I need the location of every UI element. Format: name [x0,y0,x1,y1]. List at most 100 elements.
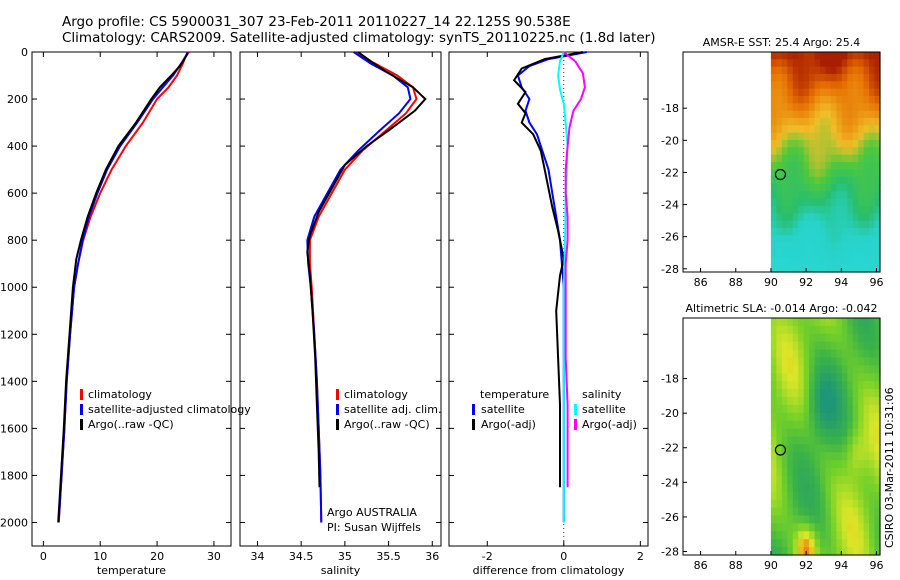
sla-heatmap-cell [792,318,799,327]
sst-heatmap-cell [792,118,799,126]
sst-heatmap-cell [787,235,794,244]
sst-heatmap-cell [798,162,805,170]
sla-heatmap-cell [841,515,848,524]
sst-heatmap-cell [852,132,859,141]
sla-heatmap-cell [776,491,783,501]
sst-heatmap-cell [798,169,805,178]
sla-heatmap-cell [820,507,827,517]
sla-heatmap-cell [809,333,816,343]
sla-frame [682,317,881,556]
sla-heatmap-cell [869,341,876,351]
sla-heatmap-cell [841,318,848,327]
sst-heatmap-cell [825,147,832,156]
sla-heatmap-cell [803,515,810,524]
sla-heatmap-cell [825,389,832,398]
sst-heatmap-cell [776,242,783,251]
sst-heatmap-cell [830,52,837,60]
sla-heatmap-cell [874,547,881,556]
sla-heatmap-cell [863,539,870,548]
sla-heatmap-cell [869,483,876,493]
sla-heatmap-cell [776,318,783,327]
sst-heatmap-cell [841,198,848,207]
sst-heatmap-cell [825,66,832,75]
sst-heatmap-cell [820,228,827,236]
sst-heatmap-cell [770,162,777,170]
sst-heatmap-cell [814,140,821,148]
temperature-legend-label: Argo(..raw -QC) [88,418,174,431]
sla-heatmap-cell [847,333,854,343]
sst-heatmap-cell [776,191,783,200]
sla-heatmap-cell [836,531,843,540]
sla-heatmap-cell [787,420,794,430]
sst-heatmap-cell [841,235,848,244]
sst-heatmap-cell [770,52,777,60]
sla-heatmap-cell [798,491,805,501]
sst-heatmap-cell [792,198,799,207]
salinity-series-2 [306,51,427,488]
sst-heatmap-cell [863,147,870,156]
temperature-xtick-label: 20 [150,550,164,563]
sla-heatmap-cell [874,483,881,493]
sst-heatmap-cell [781,110,788,119]
sst-heatmap-cell [809,154,816,163]
diff-legend-sal-label: satellite [582,403,626,416]
sst-heatmap-cell [847,103,854,112]
sst-heatmap-cell [830,147,837,156]
sst-heatmap-cell [770,257,777,266]
sst-heatmap-cell [781,176,788,185]
sst-heatmap-cell [792,264,799,273]
sla-heatmap-cell [863,468,870,477]
sst-heatmap-cell [814,147,821,156]
sst-heatmap-cell [874,154,881,163]
diff-legend-salinity-header: salinity [582,388,622,401]
sst-heatmap-cell [830,264,837,273]
sla-heatmap-cell [787,539,794,548]
sla-heatmap-cell [847,531,854,540]
sst-heatmap-cell [787,74,794,82]
sst-heatmap-cell [874,88,881,97]
sla-heatmap-cell [809,412,816,422]
sst-heatmap-cell [836,59,843,68]
sst-heatmap-cell [836,176,843,185]
sst-heatmap-cell [787,110,794,119]
sla-heatmap-cell [863,523,870,532]
sla-heatmap-cell [776,444,783,453]
sla-heatmap-cell [820,444,827,453]
sla-heatmap-cell [781,507,788,517]
sla-heatmap-cell [874,318,881,327]
sst-heatmap-cell [836,235,843,244]
sla-heatmap-cell [792,349,799,359]
sst-heatmap-cell [781,235,788,244]
salinity-legend-swatch [336,389,339,400]
sst-xtick-label: 90 [764,276,778,289]
sla-heatmap-cell [836,507,843,517]
sla-heatmap-cell [776,436,783,445]
sla-heatmap-cell [858,491,865,501]
sst-heatmap-cell [820,191,827,200]
sst-heatmap-cell [787,264,794,273]
sla-heatmap-cell [787,460,794,469]
sla-heatmap-cell [787,325,794,335]
salinity-legend-label: climatology [344,388,408,401]
temperature-xlabel: temperature [97,564,166,577]
sst-heatmap-cell [825,169,832,178]
sst-heatmap-cell [792,220,799,229]
sst-heatmap-cell [820,96,827,104]
sst-heatmap-cell [803,52,810,60]
sst-heatmap-cell [825,81,832,90]
sst-heatmap-cell [803,147,810,156]
diff-legend-temp-swatch [472,404,475,415]
sla-heatmap-cell [787,428,794,438]
sla-heatmap-cell [836,318,843,327]
sla-heatmap-cell [836,539,843,548]
sst-heatmap-cell [874,103,881,112]
sst-heatmap-cell [803,74,810,82]
sla-heatmap-cell [830,381,837,390]
sla-heatmap-cell [809,404,816,414]
sst-heatmap-cell [874,228,881,236]
salinity-frame [239,51,442,547]
sla-heatmap-cell [874,531,881,540]
sst-heatmap-cell [781,132,788,141]
sla-heatmap-cell [863,531,870,540]
sst-heatmap-cell [825,176,832,185]
